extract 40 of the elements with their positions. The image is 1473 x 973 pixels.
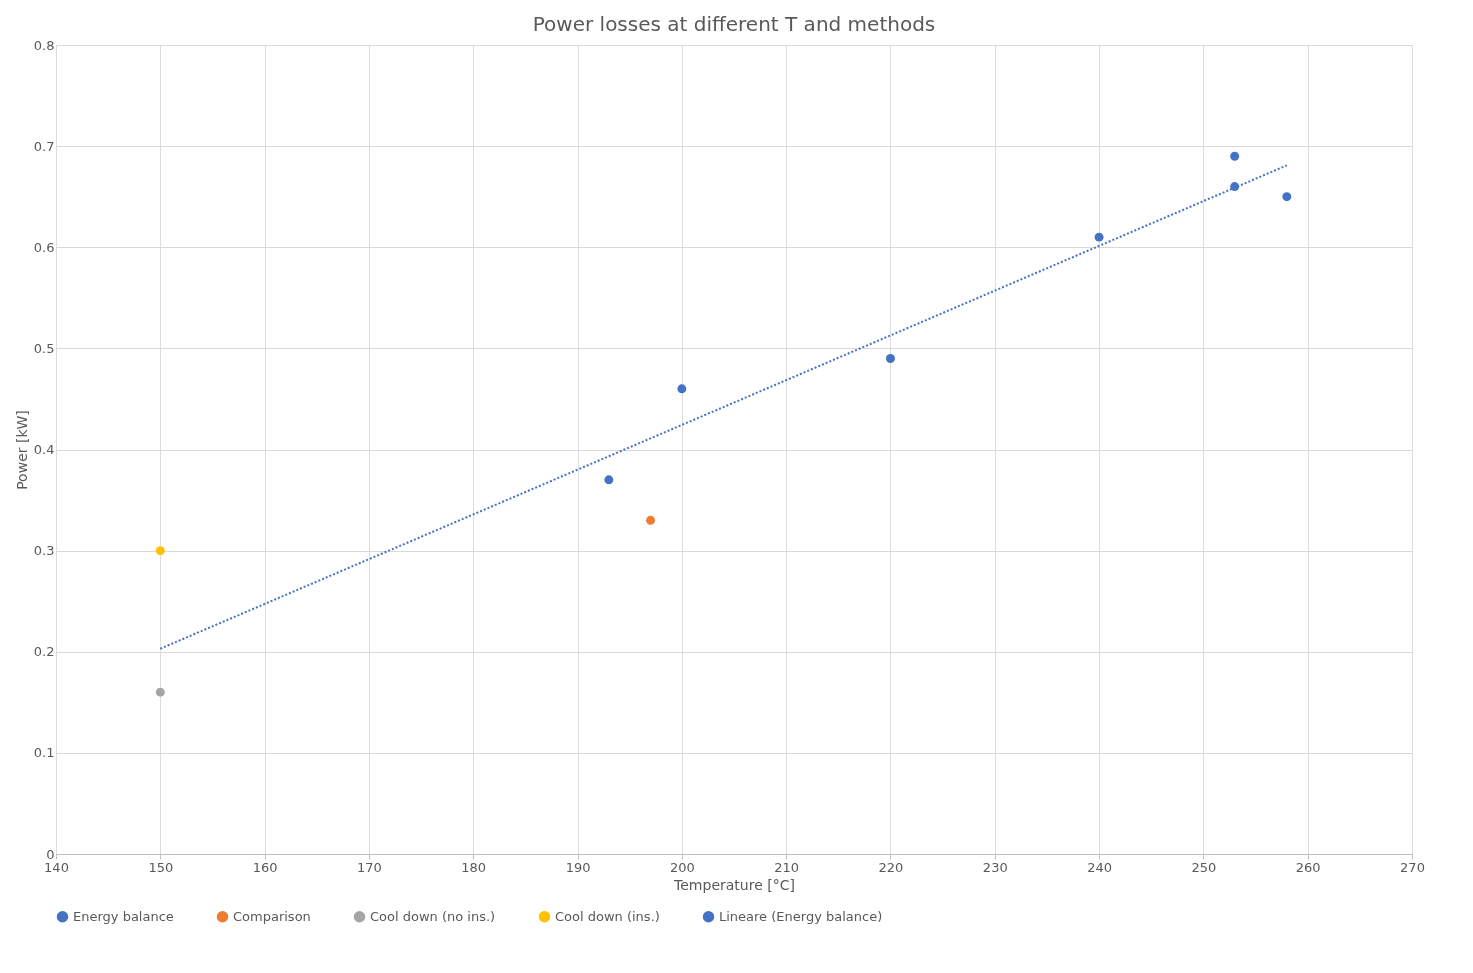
x-tick-label: 210 [774,859,800,875]
y-tick-label: 0.3 [33,543,55,559]
y-tick-label: 0.7 [33,138,55,154]
legend-label: Energy balance [73,908,174,924]
legend-label: Cool down (ins.) [555,908,660,924]
x-tick-label: 220 [878,859,904,875]
point [885,354,895,363]
y-axis-title: Power [kW] [13,410,30,490]
point [1230,151,1240,161]
point [646,515,656,525]
y-tick-label: 0.5 [33,340,55,356]
legend-label: Cool down (no ins.) [370,908,496,924]
x-tick-label: 260 [1295,859,1321,875]
point [604,475,614,485]
y-tick-label: 0.8 [33,37,55,53]
point [155,687,165,697]
x-tick-label: 170 [357,859,382,875]
point [1094,232,1104,242]
y-tick-label: 0.6 [33,239,55,255]
legend-label: Comparison [233,908,311,924]
x-tick-label: 150 [148,859,174,875]
point [677,384,687,394]
x-tick-label: 190 [565,859,591,875]
y-tick-label: 0.1 [33,745,55,761]
y-tick-label: 0.2 [33,644,55,660]
x-tick-label: 230 [982,859,1008,875]
x-tick-label: 200 [669,859,695,875]
x-tick-label: 160 [252,859,278,875]
chart-title: Power losses at different T and methods [532,12,936,36]
point [1282,192,1292,202]
y-tick-label: 0.4 [33,442,55,457]
x-tick-label: 270 [1400,859,1425,875]
x-tick-label: 240 [1087,859,1112,875]
y-tick-label: 0 [46,846,55,862]
legend-label: Lineare (Energy balance) [719,908,883,924]
point [155,546,165,556]
x-tick-label: 250 [1191,859,1217,875]
x-axis-title: Temperature [°C] [673,876,795,893]
x-tick-label: 140 [44,859,69,875]
x-tick-label: 180 [461,859,487,875]
